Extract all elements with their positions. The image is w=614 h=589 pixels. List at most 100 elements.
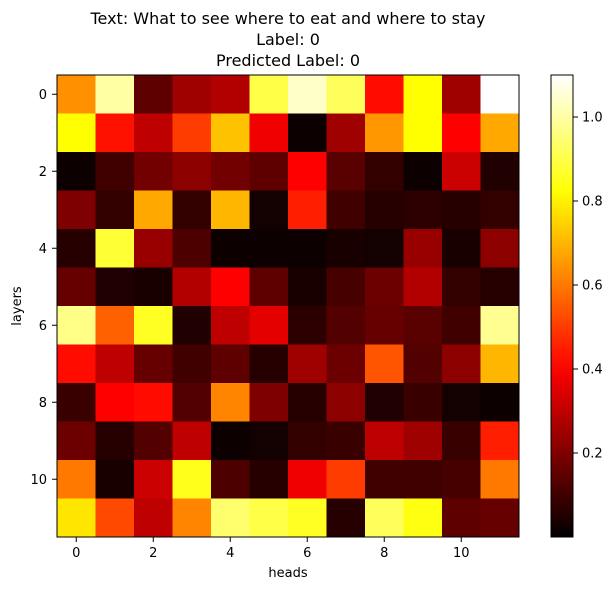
heatmap-cell-r0-c9: [403, 75, 443, 114]
heatmap-cell-r9-c9: [403, 421, 443, 461]
heatmap-cell-r0-c2: [134, 75, 173, 114]
heatmap-cell-r3-c11: [480, 190, 520, 230]
heatmap-cell-r7-c1: [95, 344, 135, 384]
heatmap-cell-r10-c0: [57, 460, 96, 499]
heatmap-cell-r5-c9: [403, 267, 443, 307]
heatmap-cell-r5-c6: [288, 267, 327, 307]
y-tick-label: 0: [39, 88, 47, 103]
heatmap-cell-r1-c1: [95, 113, 135, 153]
heatmap-cell-r8-c11: [480, 383, 520, 422]
heatmap-cell-r6-c9: [403, 306, 443, 345]
heatmap-cell-r7-c9: [403, 344, 443, 384]
heatmap-cell-r6-c2: [134, 306, 173, 345]
heatmap-cell-r0-c10: [442, 75, 481, 114]
colorbar-tick-label: 1.0: [582, 111, 603, 126]
heatmap-cell-r10-c5: [249, 460, 289, 499]
heatmap-cell-r10-c11: [480, 460, 520, 499]
heatmap-cell-r11-c7: [326, 498, 366, 538]
heatmap-cell-r1-c4: [211, 113, 250, 153]
heatmap-cell-r2-c7: [326, 152, 366, 191]
heatmap-cell-r11-c5: [249, 498, 289, 538]
heatmap-cell-r8-c0: [57, 383, 96, 422]
x-tick-label: 6: [303, 546, 311, 561]
heatmap-cell-r8-c8: [365, 383, 404, 422]
heatmap-cell-r9-c11: [480, 421, 520, 461]
heatmap-cell-r6-c7: [326, 306, 366, 345]
y-axis-label: layers: [10, 286, 25, 326]
heatmap-cell-r11-c6: [288, 498, 327, 538]
heatmap-cell-r9-c5: [249, 421, 289, 461]
heatmap-cell-r10-c2: [134, 460, 173, 499]
heatmap-cell-r6-c1: [95, 306, 135, 345]
heatmap-cell-r0-c7: [326, 75, 366, 114]
heatmap-cell-r3-c7: [326, 190, 366, 230]
heatmap-cell-r2-c1: [95, 152, 135, 191]
heatmap-cell-r8-c3: [172, 383, 212, 422]
heatmap-cell-r2-c9: [403, 152, 443, 191]
heatmap-cell-r11-c1: [95, 498, 135, 538]
heatmap-cell-r8-c6: [288, 383, 327, 422]
heatmap-cell-r7-c7: [326, 344, 366, 384]
heatmap-cell-r0-c0: [57, 75, 96, 114]
x-tick-label: 0: [72, 546, 80, 561]
heatmap-cell-r6-c10: [442, 306, 481, 345]
heatmap-cell-r7-c11: [480, 344, 520, 384]
heatmap-cell-r7-c0: [57, 344, 96, 384]
heatmap-cell-r10-c7: [326, 460, 366, 499]
heatmap-cell-r10-c4: [211, 460, 250, 499]
heatmap-cell-r7-c5: [249, 344, 289, 384]
heatmap-cell-r7-c4: [211, 344, 250, 384]
heatmap-cell-r5-c11: [480, 267, 520, 307]
heatmap-cell-r10-c10: [442, 460, 481, 499]
heatmap-cell-r11-c3: [172, 498, 212, 538]
heatmap-cell-r2-c10: [442, 152, 481, 191]
heatmap-cell-r11-c10: [442, 498, 481, 538]
heatmap-cell-r1-c5: [249, 113, 289, 153]
heatmap-cell-r5-c8: [365, 267, 404, 307]
heatmap-cell-r7-c3: [172, 344, 212, 384]
heatmap-cell-r2-c8: [365, 152, 404, 191]
heatmap-cell-r6-c3: [172, 306, 212, 345]
colorbar-ticks: 0.2 0.4 0.6 0.8 1.0: [573, 111, 603, 462]
heatmap-cell-r6-c6: [288, 306, 327, 345]
heatmap-cell-r8-c2: [134, 383, 173, 422]
heatmap-cell-r10-c6: [288, 460, 327, 499]
heatmap-cell-r6-c4: [211, 306, 250, 345]
heatmap-cell-r5-c0: [57, 267, 96, 307]
heatmap-cell-r10-c8: [365, 460, 404, 499]
heatmap-cell-r4-c2: [134, 229, 173, 268]
heatmap-cell-r8-c7: [326, 383, 366, 422]
heatmap-cell-r8-c5: [249, 383, 289, 422]
heatmap-cell-r0-c3: [172, 75, 212, 114]
heatmap-cell-r4-c6: [288, 229, 327, 268]
heatmap-cell-r7-c10: [442, 344, 481, 384]
heatmap-cell-r1-c8: [365, 113, 404, 153]
heatmap-cell-r9-c1: [95, 421, 135, 461]
heatmap-cell-r9-c3: [172, 421, 212, 461]
heatmap-cell-r10-c1: [95, 460, 135, 499]
heatmap-cell-r4-c4: [211, 229, 250, 268]
heatmap-cell-r5-c10: [442, 267, 481, 307]
heatmap-cell-r4-c3: [172, 229, 212, 268]
chart-title-line-2: Label: 0: [256, 30, 320, 49]
heatmap-cell-r1-c3: [172, 113, 212, 153]
heatmap-cell-r2-c3: [172, 152, 212, 191]
heatmap-cell-r3-c5: [249, 190, 289, 230]
heatmap-cell-r3-c1: [95, 190, 135, 230]
chart-title-line-1: Text: What to see where to eat and where…: [89, 9, 485, 28]
heatmap-cell-r4-c0: [57, 229, 96, 268]
heatmap-cell-r1-c10: [442, 113, 481, 153]
heatmap-cell-r3-c9: [403, 190, 443, 230]
heatmap-cell-r3-c3: [172, 190, 212, 230]
heatmap-cell-r1-c2: [134, 113, 173, 153]
x-axis-ticks: 0 2 4 6 8 10: [72, 537, 470, 561]
heatmap-cell-r2-c2: [134, 152, 173, 191]
heatmap-cell-r8-c4: [211, 383, 250, 422]
heatmap-cell-r4-c1: [95, 229, 135, 268]
heatmap-cell-r9-c10: [442, 421, 481, 461]
heatmap-cell-r9-c4: [211, 421, 250, 461]
heatmap-cell-r5-c1: [95, 267, 135, 307]
heatmap-cell-r3-c10: [442, 190, 481, 230]
heatmap-cell-r6-c5: [249, 306, 289, 345]
heatmap-cell-r7-c2: [134, 344, 173, 384]
